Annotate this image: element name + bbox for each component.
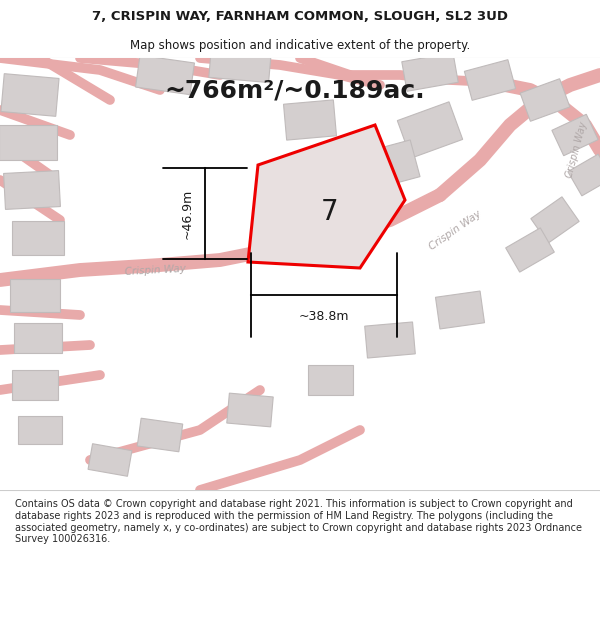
- Text: Crispin Way: Crispin Way: [124, 263, 186, 277]
- Polygon shape: [88, 444, 132, 476]
- Polygon shape: [248, 125, 405, 268]
- Polygon shape: [137, 418, 183, 452]
- Polygon shape: [402, 52, 458, 91]
- Text: 7: 7: [321, 198, 339, 226]
- Polygon shape: [284, 100, 337, 140]
- Text: Crispin Way: Crispin Way: [427, 208, 483, 252]
- Text: ~46.9m: ~46.9m: [181, 188, 193, 239]
- Polygon shape: [4, 171, 61, 209]
- Polygon shape: [531, 197, 579, 243]
- Polygon shape: [1, 74, 59, 116]
- Text: ~766m²/~0.189ac.: ~766m²/~0.189ac.: [164, 78, 425, 102]
- Polygon shape: [436, 291, 485, 329]
- Polygon shape: [18, 416, 62, 444]
- Polygon shape: [506, 228, 554, 272]
- Text: Map shows position and indicative extent of the property.: Map shows position and indicative extent…: [130, 39, 470, 52]
- Text: 7, CRISPIN WAY, FARNHAM COMMON, SLOUGH, SL2 3UD: 7, CRISPIN WAY, FARNHAM COMMON, SLOUGH, …: [92, 10, 508, 22]
- Polygon shape: [10, 279, 60, 311]
- Polygon shape: [136, 56, 194, 94]
- Polygon shape: [12, 221, 64, 255]
- Polygon shape: [308, 365, 353, 395]
- Polygon shape: [568, 154, 600, 196]
- Polygon shape: [552, 114, 598, 156]
- Polygon shape: [464, 60, 515, 100]
- Polygon shape: [227, 393, 273, 427]
- Polygon shape: [520, 79, 570, 121]
- Polygon shape: [14, 323, 62, 353]
- Polygon shape: [360, 140, 420, 190]
- Polygon shape: [209, 48, 271, 82]
- Text: Contains OS data © Crown copyright and database right 2021. This information is : Contains OS data © Crown copyright and d…: [15, 499, 582, 544]
- Text: Crispin Way: Crispin Way: [565, 121, 589, 179]
- Polygon shape: [365, 322, 415, 358]
- Polygon shape: [397, 102, 463, 158]
- Text: ~38.8m: ~38.8m: [299, 311, 349, 324]
- Polygon shape: [12, 370, 58, 400]
- Polygon shape: [0, 124, 57, 159]
